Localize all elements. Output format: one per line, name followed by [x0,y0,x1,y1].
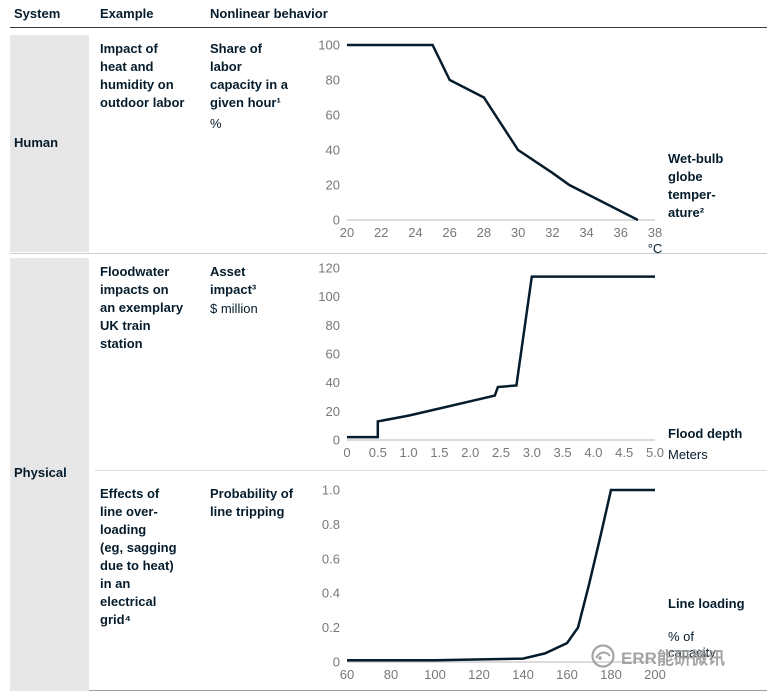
x-tick-label: 3.5 [554,445,572,460]
row-divider-1 [10,253,767,254]
system-label-human: Human [14,135,59,150]
data-line [347,43,639,222]
system-cell-human: Human [10,35,89,252]
x-tick-label: 22 [374,225,388,240]
column-header-example: Example [100,6,154,21]
y-tick-label: 0.8 [322,517,340,532]
header-divider [10,27,767,28]
chart-canvas: 1.0 0.8 0.6 0.4 0.2 060 80 100 120 140 160 180 200 [322,483,666,683]
chart-line-tripping: 1.0 0.8 0.6 0.4 0.2 0 60 80 100 120 140 160 180 200 [315,483,667,693]
column-header-system: System [14,6,61,21]
data-line [347,275,655,439]
x-tick-label: 4.5 [615,445,633,460]
y-tick-label: 0.4 [322,586,340,601]
x-tick-label: 200 [644,667,666,682]
chart-asset-impact: 120 100 80 60 40 20 0 0 0.5 1.0 1.5 2.0 2.5 3.0 3.5 4.0… [315,261,667,471]
chart-title-asset-impact: Asset impact³ [210,264,257,297]
x-tick-label: 26 [442,225,456,240]
x-tick-label: 2.0 [461,445,479,460]
x-axis-unit-line-loading: % of capacity [668,629,716,660]
x-tick-label: 0.5 [369,445,387,460]
y-tick-label: 20 [326,404,340,419]
x-tick-label: 5.0 [646,445,664,460]
x-tick-label: 34 [579,225,593,240]
system-label-physical: Physical [14,465,67,480]
watermark: ERR能研微讯 [590,643,725,669]
x-tick-label: 32 [545,225,559,240]
x-tick-label: 80 [384,667,398,682]
watermark-logo-icon [590,643,616,669]
x-tick-label: 140 [512,667,534,682]
example-text-heat-humidity: Impact of heat and humidity on outdoor l… [100,41,185,110]
y-tick-label: 0 [333,433,340,448]
y-tick-label: 80 [326,73,340,88]
x-tick-label: 1.0 [400,445,418,460]
x-tick-label: 3.0 [523,445,541,460]
y-tick-label: 60 [326,347,340,362]
x-axis-unit-label: °C [648,241,663,256]
chart-title-line-tripping: Probability of line tripping [210,486,294,519]
row-divider-2 [95,470,767,471]
chart-unit-asset-impact: $ million [210,301,258,316]
x-tick-label: 160 [556,667,578,682]
x-tick-label: 28 [477,225,491,240]
y-tick-label: 40 [326,143,340,158]
x-tick-label: 120 [468,667,490,682]
column-header-nonlinear-behavior: Nonlinear behavior [210,6,328,21]
x-axis-label-line-loading: Line loading [668,596,745,611]
x-tick-label: 24 [408,225,422,240]
data-line [347,488,655,662]
x-axis-unit-flood-depth: Meters [668,447,708,462]
watermark-text: ERR能研微讯 [621,648,725,668]
example-text-floodwater: Floodwater impacts on an exemplary UK tr… [100,264,184,351]
y-tick-label: 0 [333,213,340,228]
y-tick-label: 100 [318,38,340,53]
y-tick-label: 0.6 [322,551,340,566]
y-tick-label: 0.2 [322,620,340,635]
y-tick-label: 100 [318,289,340,304]
x-tick-label: 180 [600,667,622,682]
x-axis-label-wet-bulb-temperature: Wet-bulb globe temper- ature² [668,151,724,220]
x-axis-label-flood-depth: Flood depth [668,426,743,441]
y-tick-label: 80 [326,318,340,333]
x-tick-label: 1.5 [430,445,448,460]
x-tick-label: 4.0 [584,445,602,460]
y-tick-label: 40 [326,375,340,390]
x-tick-label: 36 [614,225,628,240]
x-tick-label: 0 [343,445,350,460]
x-tick-label: 100 [424,667,446,682]
x-tick-label: 30 [511,225,525,240]
y-tick-label: 0 [333,655,340,670]
system-cell-physical: Physical [10,258,89,691]
chart-labor-capacity: 100 80 60 40 20 0 20 22 24 26 28 30 32 34 36 38 °C [315,38,667,269]
y-tick-label: 20 [326,178,340,193]
chart-title-labor-capacity: Share of labor capacity in a given hour¹ [210,41,289,110]
x-tick-label: 20 [340,225,354,240]
x-tick-label: 2.5 [492,445,510,460]
x-tick-label: 60 [340,667,354,682]
chart-canvas: 120 100 80 60 40 20 00 0.5 1.0 1.5 2.0 2.5 3.0 3.5 4.0… [318,261,664,461]
y-tick-label: 60 [326,108,340,123]
chart-unit-labor-capacity: % [210,116,222,131]
x-tick-label: 38 [648,225,662,240]
y-tick-label: 120 [318,261,340,276]
y-tick-label: 1.0 [322,483,340,498]
bottom-divider [10,690,767,691]
example-text-line-overloading: Effects of line over- loading (eg, saggi… [100,486,177,627]
